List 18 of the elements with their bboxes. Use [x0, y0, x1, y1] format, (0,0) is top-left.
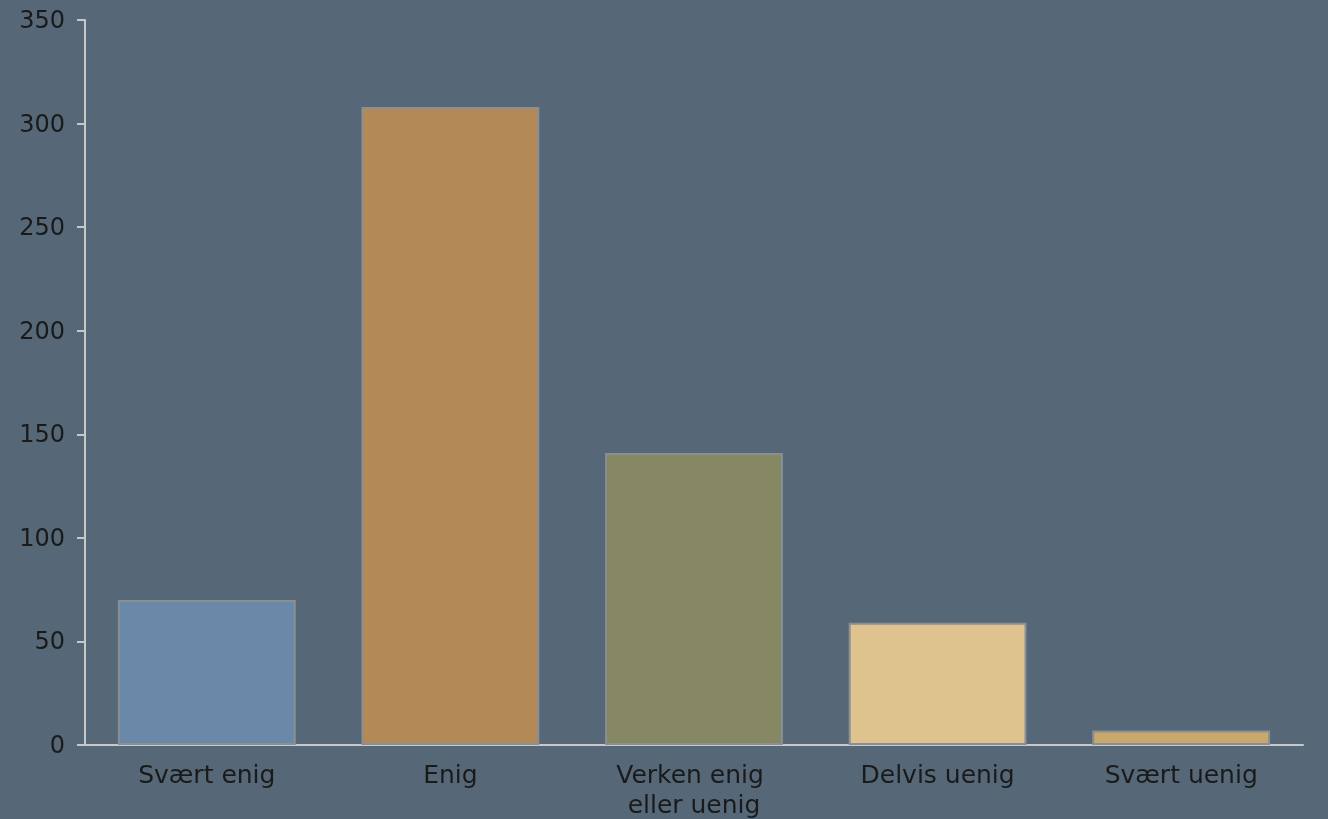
- bar: [848, 622, 1027, 745]
- y-tick-label: 100: [19, 523, 65, 552]
- y-tick-label: 50: [34, 627, 65, 656]
- x-tick-label: Enig: [423, 759, 478, 789]
- y-tick-label: 350: [19, 6, 65, 34]
- y-tick-label: 300: [19, 109, 65, 138]
- bar: [117, 600, 296, 745]
- bar: [1092, 730, 1271, 745]
- y-tick-label: 200: [19, 316, 65, 345]
- x-tick-label: Svært uenig: [1104, 759, 1258, 789]
- y-tick-label: 250: [19, 213, 65, 242]
- bar: [605, 452, 783, 745]
- y-tick-label: 150: [19, 420, 65, 449]
- x-tick-label: Svært enig: [138, 759, 276, 789]
- bar: [361, 107, 540, 745]
- x-tick-label: Delvis uenig: [860, 759, 1015, 789]
- y-tick-label: 0: [49, 731, 65, 759]
- x-tick-label: Verken enig eller uenig: [616, 759, 772, 819]
